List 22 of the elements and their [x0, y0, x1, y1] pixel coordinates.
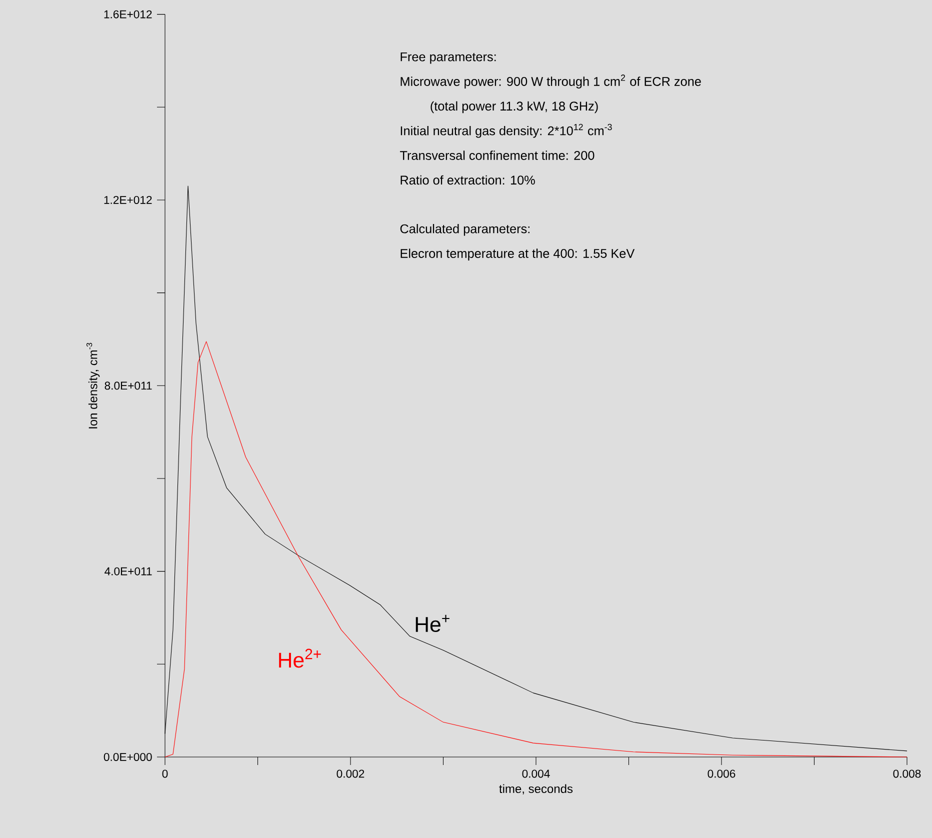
x-tick-label: 0.008 — [893, 770, 921, 778]
series-label: He$^{+}$ — [416, 614, 450, 632]
annotation: Elecron temperature at the 400: 1.55 KeV — [400, 248, 635, 260]
annotation: Calculated parameters: — [400, 224, 530, 236]
y-tick-label: 8.0E+011 — [104, 382, 152, 390]
y-tick-label: 1.2E+012 — [104, 196, 152, 204]
annotation: Free parameters: — [400, 52, 496, 64]
annotation: Microwave power: 900 W through 1 cm$^{2}$ of ECR zone — [400, 74, 701, 88]
x-axis-title: time, seconds — [499, 784, 573, 794]
y-tick-label: 1.6E+012 — [104, 10, 152, 18]
x-tick-label: 0.006 — [708, 770, 736, 778]
annotation: (total power 11.3 kW, 18 GHz) — [430, 101, 598, 114]
x-tick-label: 0.004 — [522, 770, 550, 778]
annotation: Initial neutral gas density: 2*10$^{12}$ cm$^{-3}$ — [400, 124, 612, 138]
annotation: Transversal confinement time: 200 — [400, 150, 594, 160]
annotation: Ratio of extraction: 10% — [400, 175, 535, 185]
x-tick-label: 0.002 — [336, 770, 364, 778]
x-tick-label: 0 — [162, 770, 168, 778]
y-axis-title: Ion density, cm$^{-3}$ — [86, 342, 100, 428]
y-tick-label: 4.0E+011 — [104, 567, 152, 576]
series-label: He$^{2+}$ — [279, 648, 321, 668]
y-tick-label: 0.0E+000 — [104, 752, 152, 761]
